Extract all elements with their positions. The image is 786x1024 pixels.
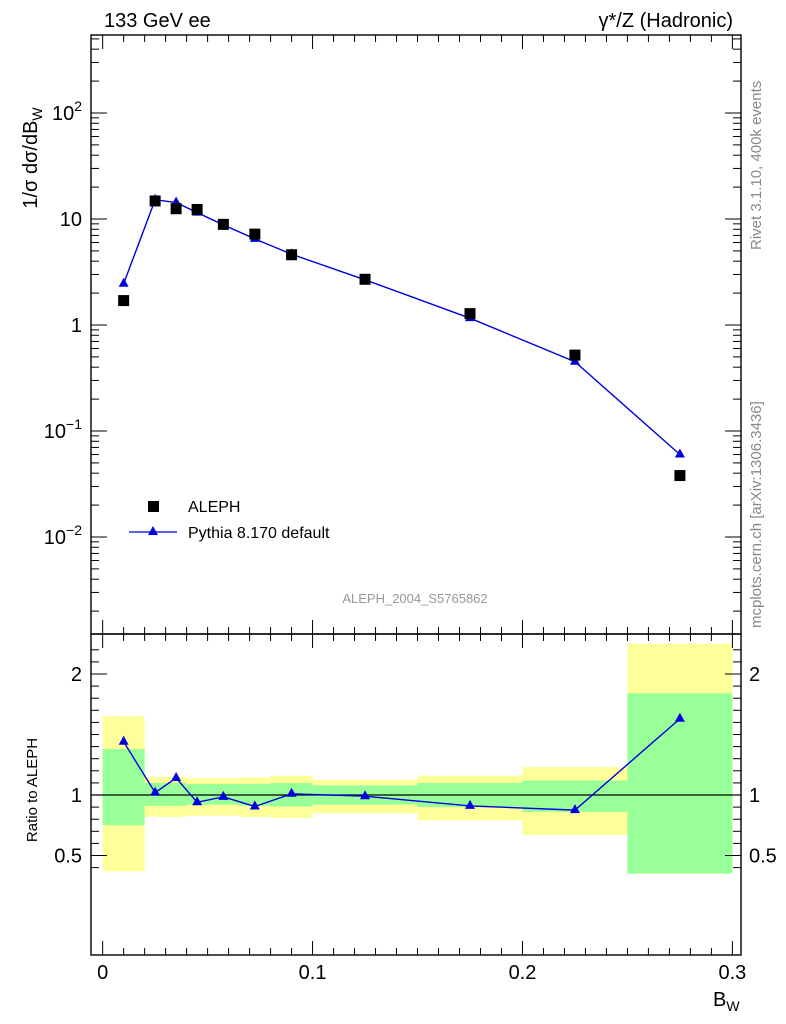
mc-point bbox=[118, 277, 129, 287]
main-y-tick-base: 10 bbox=[44, 421, 66, 443]
mc-point bbox=[674, 448, 685, 458]
x-tick-label: 0.1 bbox=[299, 962, 327, 984]
legend-label-mc: Pythia 8.170 default bbox=[188, 525, 330, 542]
ratio-y-tick-label: 2 bbox=[71, 664, 82, 686]
main-y-tick-label: 10−1 bbox=[44, 416, 82, 443]
rivet-label: Rivet 3.1.10, 400k events bbox=[748, 81, 765, 250]
x-axis-label-sub: W bbox=[726, 998, 740, 1014]
ratio-band-inner bbox=[186, 784, 208, 805]
ratio-point bbox=[192, 796, 203, 806]
ratio-point bbox=[286, 787, 297, 797]
data-point bbox=[249, 228, 261, 240]
ratio-band-inner bbox=[165, 782, 187, 806]
ratio-point bbox=[360, 790, 371, 800]
data-point bbox=[464, 308, 476, 320]
ratio-y-tick-label-right: 1 bbox=[749, 785, 760, 807]
ratio-point bbox=[171, 772, 182, 782]
mcplots-label: mcplots.cern.ch [arXiv:1306.3436] bbox=[748, 401, 765, 628]
main-y-label-text: 1/σ dσ/dB bbox=[20, 121, 42, 209]
main-y-tick-exp: −2 bbox=[66, 522, 82, 538]
data-point bbox=[118, 295, 130, 307]
main-y-tick-base: 10 bbox=[44, 527, 66, 549]
ratio-band-inner bbox=[102, 749, 145, 826]
mc-series-line bbox=[122, 198, 681, 456]
svg-text:BW: BW bbox=[713, 989, 740, 1014]
main-y-tick-label: 10 bbox=[60, 209, 82, 231]
main-y-tick-label: 1 bbox=[71, 315, 82, 337]
ratio-point bbox=[150, 786, 161, 796]
ratio-point bbox=[218, 790, 229, 800]
ratio-point bbox=[249, 800, 260, 810]
svg-text:1/σ dσ/dBW: 1/σ dσ/dBW bbox=[20, 107, 45, 209]
ratio-y-tick-label-right: 0.5 bbox=[749, 846, 777, 868]
x-axis-label-text: B bbox=[713, 989, 726, 1011]
ratio-point bbox=[674, 712, 685, 722]
main-y-tick-base: 10 bbox=[52, 103, 74, 125]
data-point bbox=[569, 349, 581, 361]
main-y-tick-base: 10 bbox=[60, 209, 82, 231]
ratio-point bbox=[118, 735, 129, 745]
analysis-watermark: ALEPH_2004_S5765862 bbox=[342, 591, 487, 606]
main-y-tick-exp: −1 bbox=[66, 416, 82, 432]
main-y-tick-exp: 2 bbox=[74, 98, 82, 114]
x-tick-label: 0 bbox=[97, 962, 108, 984]
data-point bbox=[191, 203, 203, 215]
main-y-label-sub: W bbox=[29, 107, 45, 121]
x-tick-label: 0.2 bbox=[509, 962, 537, 984]
main-y-tick-label: 102 bbox=[52, 98, 82, 125]
ratio-plot: 0.5 0.5 1 1 2 2 0 0.1 0.2 0.3 bbox=[54, 633, 777, 984]
process-label: γ*/Z (Hadronic) bbox=[599, 10, 733, 32]
data-point bbox=[674, 470, 686, 482]
ratio-y-tick-label: 1 bbox=[71, 785, 82, 807]
ratio-point bbox=[465, 799, 476, 809]
legend-marker-aleph bbox=[148, 501, 159, 512]
ratio-band-inner bbox=[627, 693, 733, 874]
main-y-tick-base: 1 bbox=[71, 315, 82, 337]
data-point bbox=[286, 249, 298, 261]
data-point bbox=[359, 273, 371, 285]
ratio-y-label-text: Ratio to ALEPH bbox=[24, 738, 41, 842]
main-y-tick-label: 10−2 bbox=[44, 522, 82, 549]
legend-marker-mc bbox=[148, 526, 158, 535]
ratio-y-tick-label-right: 2 bbox=[749, 664, 760, 686]
ratio-y-label: Ratio to ALEPH bbox=[24, 738, 41, 842]
ratio-point bbox=[569, 804, 580, 814]
data-point bbox=[170, 203, 182, 215]
energy-label: 133 GeV ee bbox=[104, 10, 211, 32]
data-point bbox=[149, 195, 161, 207]
main-y-label: 1/σ dσ/dBW bbox=[20, 107, 45, 209]
legend-label-aleph: ALEPH bbox=[188, 499, 240, 516]
legend: ALEPH Pythia 8.170 default bbox=[129, 499, 330, 542]
main-frame bbox=[90, 34, 742, 635]
x-tick-label: 0.3 bbox=[718, 962, 746, 984]
x-axis-label: BW bbox=[713, 989, 740, 1014]
data-point bbox=[217, 218, 229, 230]
ratio-y-tick-label: 0.5 bbox=[54, 846, 82, 868]
